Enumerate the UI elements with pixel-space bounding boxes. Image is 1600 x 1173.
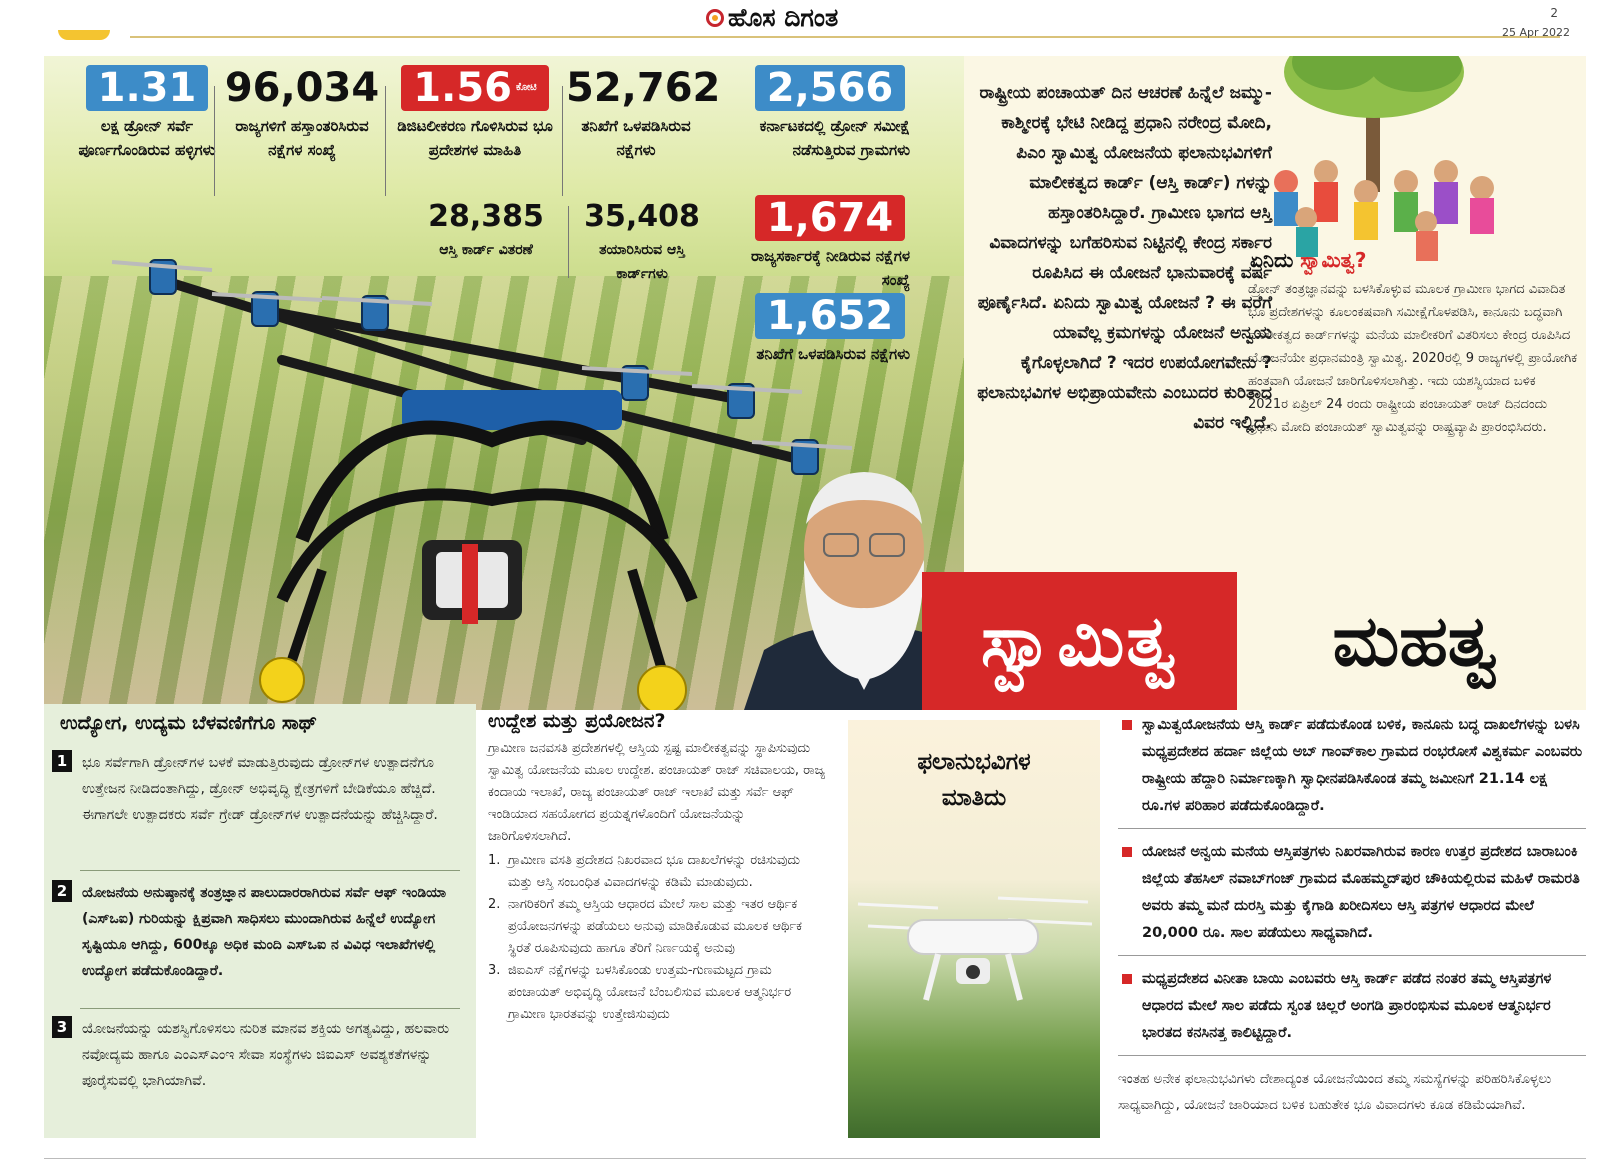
village-gathering-illustration [1274, 56, 1494, 261]
quote-text: ಸ್ವಾಮಿತ್ವಯೋಜನೆಯ ಆಸ್ತಿ ಕಾರ್ಡ್ ಪಡೆದುಕೊಂಡ ಬ… [1142, 717, 1583, 814]
stat-label: ತನಿಖೆಗೆ ಒಳಪಡಿಸಿರುವ ನಕ್ಷೆಗಳು [756, 345, 910, 363]
red-square-bullet-icon [1122, 720, 1132, 730]
stat-karnataka-villages: 2,566 ಕರ್ನಾಟಕದಲ್ಲಿ ಡ್ರೋನ್ ಸಮೀಕ್ಷೆ ನಡೆಸುತ… [750, 65, 910, 162]
stat-label: ತನಿಖೆಗೆ ಒಳಪಡಿಸಿರುವ ನಕ್ಷೆಗಳು [581, 117, 691, 159]
divider [80, 870, 460, 871]
stat-digitised-land: 1.56 ಕೋಟಿ ಡಿಜಿಟಲೀಕರಣ ಗೊಳಿಸಿರುವ ಭೂ ಪ್ರದೇಶಗ… [390, 65, 560, 162]
stat-maps-inspected-2: 1,652 ತನಿಖೆಗೆ ಒಳಪಡಿಸಿರುವ ನಕ್ಷೆಗಳು [750, 293, 910, 366]
what-is-swamitva-title: ಏನಿದು ಸ್ವಾಮಿತ್ವ? [1250, 248, 1366, 272]
divider [80, 1008, 460, 1009]
logo-text: ಹೊಸ ದಿಗಂತ [728, 3, 839, 32]
what-title-highlight: ಸ್ವಾಮಿತ್ವ? [1300, 248, 1367, 272]
page-date: 25 Apr 2022 [1501, 26, 1570, 39]
item-text: ಭೂ ಸರ್ವೆಗಾಗಿ ಡ್ರೋನ್‌ಗಳ ಬಳಕೆ ಮಾಡುತ್ತಿರುವು… [82, 755, 438, 823]
stat-label: ತಯಾರಿಸಿರುವ ಆಸ್ತಿ ಕಾರ್ಡ್‌ಗಳು [599, 242, 685, 282]
newspaper-logo[interactable]: ಹೊಸ ದಿಗಂತ [706, 2, 838, 34]
stat-value: 52,762 [566, 65, 721, 111]
employment-item: 1 ಭೂ ಸರ್ವೆಗಾಗಿ ಡ್ರೋನ್‌ಗಳ ಬಳಕೆ ಮಾಡುತ್ತಿರು… [52, 750, 462, 828]
red-square-bullet-icon [1122, 974, 1132, 984]
list-item-number: 2. [488, 897, 501, 912]
stat-maps-inspected: 52,762 ತನಿಖೆಗೆ ಒಳಪಡಿಸಿರುವ ನಕ್ಷೆಗಳು [566, 66, 720, 162]
masthead: ಹೊಸ ದಿಗಂತ 2 25 Apr 2022 [0, 0, 1600, 44]
stat-cards-prepared: 35,408 ತಯಾರಿಸಿರುವ ಆಸ್ತಿ ಕಾರ್ಡ್‌ಗಳು [572, 200, 712, 286]
small-drone-illustration [857, 896, 1093, 1001]
divider [385, 86, 386, 196]
newspaper-logo-icon [706, 9, 724, 27]
stat-label: ಕರ್ನಾಟಕದಲ್ಲಿ ಡ್ರೋನ್ ಸಮೀಕ್ಷೆ ನಡೆಸುತ್ತಿರುವ… [759, 117, 910, 159]
portrait-illustration [744, 472, 984, 710]
stat-value: 2,566 [754, 65, 906, 111]
beneficiaries-title-line2: ಮಾತಿದು [941, 785, 1007, 811]
red-square-bullet-icon [1122, 847, 1132, 857]
divider [214, 86, 215, 196]
stat-label: ರಾಜ್ಯಗಳಿಗೆ ಹಸ್ತಾಂತರಿಸಿರುವ ನಕ್ಷೆಗಳ ಸಂಖ್ಯೆ [235, 117, 369, 159]
main-article-paragraph: ರಾಷ್ಟ್ರೀಯ ಪಂಚಾಯತ್ ದಿನ ಆಚರಣೆ ಹಿನ್ನೆಲೆ ಜಮ್… [977, 83, 1272, 433]
beneficiaries-closing: ಇಂತಹ ಅನೇಕ ಫಲಾನುಭವಿಗಳು ದೇಶಾದ್ಯಂತ ಯೋಜನೆಯಿಂ… [1118, 1071, 1552, 1113]
item-number: 1 [52, 750, 72, 772]
masthead-rule [130, 36, 1560, 38]
stat-maps-handed: 96,034 ರಾಜ್ಯಗಳಿಗೆ ಹಸ್ತಾಂತರಿಸಿರುವ ನಕ್ಷೆಗಳ… [220, 66, 384, 162]
masthead-tab [58, 30, 110, 40]
item-number: 3 [52, 1016, 72, 1038]
page-number: 2 [1550, 6, 1558, 20]
beneficiaries-photo: ಫಲಾನುಭವಿಗಳ ಮಾತಿದು [848, 720, 1100, 1138]
what-is-swamitva-body: ಡ್ರೋನ್ ತಂತ್ರಜ್ಞಾನವನ್ನು ಬಳಸಿಕೊಳ್ಳುವ ಮೂಲಕ … [1248, 282, 1578, 435]
list-item: 3. ಜಿಐಎಸ್ ನಕ್ಷೆಗಳನ್ನು ಬಳಸಿಕೊಂಡು ಉತ್ತಮ-ಗುಣ… [488, 960, 826, 1026]
stat-unit: ಕೋಟಿ [516, 82, 537, 93]
stat-value: 28,385 [428, 199, 544, 234]
hero-section: 1.31 ಲಕ್ಷ ಡ್ರೋನ್ ಸರ್ವೆ ಪೂರ್ಣಗೊಂಡಿರುವ ಹಳ್… [44, 56, 1586, 710]
stat-value: 1.56 ಕೋಟಿ [401, 65, 549, 111]
stat-maps-to-state: 1,674 ರಾಜ್ಯಸರ್ಕಾರಕ್ಕೆ ನೀಡಿರುವ ನಕ್ಷೆಗಳ ಸಂ… [750, 195, 910, 292]
beneficiaries-title-line1: ಫಲಾನುಭವಿಗಳ [917, 749, 1031, 775]
list-item-number: 1. [488, 853, 501, 868]
employment-title: ಉದ್ಯೋಗ, ಉದ್ಯಮ ಬೆಳವಣಿಗೆಗೂ ಸಾಥ್ [60, 712, 318, 734]
employment-item: 3 ಯೋಜನೆಯನ್ನು ಯಶಸ್ವಿಗೊಳಿಸಲು ನುರಿತ ಮಾನವ ಶಕ… [52, 1016, 462, 1094]
bottom-rule [44, 1158, 1586, 1159]
list-item: 2. ನಾಗರಿಕರಿಗೆ ತಮ್ಮ ಆಸ್ತಿಯ ಆಧಾರದ ಮೇಲೆ ಸಾಲ … [488, 894, 826, 960]
quote-text: ಯೋಜನೆ ಅನ್ವಯ ಮನೆಯ ಆಸ್ತಿಪತ್ರಗಳು ನಿಖರವಾಗಿರು… [1142, 844, 1580, 941]
objective-intro: ಗ್ರಾಮೀಣ ಜನವಸತಿ ಪ್ರದೇಶಗಳಲ್ಲಿ ಆಸ್ತಿಯ ಸ್ಪಷ್… [488, 741, 826, 844]
drone-battery [402, 390, 622, 430]
what-title-prefix: ಏನಿದು [1250, 248, 1301, 272]
list-item-text: ನಾಗರಿಕರಿಗೆ ತಮ್ಮ ಆಸ್ತಿಯ ಆಧಾರದ ಮೇಲೆ ಸಾಲ ಮತ… [508, 897, 802, 956]
divider [1118, 828, 1586, 829]
beneficiary-quote: ಮಧ್ಯಪ್ರದೇಶದ ವಿನೀತಾ ಬಾಯಿ ಎಂಬವರು ಆಸ್ತಿ ಕಾರ… [1118, 966, 1586, 1047]
employment-item: 2 ಯೋಜನೆಯ ಅನುಷ್ಠಾನಕ್ಕೆ ತಂತ್ರಜ್ಞಾನ ಪಾಲುದಾರ… [52, 880, 462, 984]
item-text: ಯೋಜನೆಯ ಅನುಷ್ಠಾನಕ್ಕೆ ತಂತ್ರಜ್ಞಾನ ಪಾಲುದಾರರಾ… [82, 885, 447, 979]
headline-black-word: ಮಹತ್ವ [1332, 600, 1498, 682]
stat-label: ಡಿಜಿಟಲೀಕರಣ ಗೊಳಿಸಿರುವ ಭೂ ಪ್ರದೇಶಗಳ ಮಾಹಿತಿ [397, 117, 553, 159]
divider [1118, 955, 1586, 956]
beneficiary-quote: ಸ್ವಾಮಿತ್ವಯೋಜನೆಯ ಆಸ್ತಿ ಕಾರ್ಡ್ ಪಡೆದುಕೊಂಡ ಬ… [1118, 712, 1586, 820]
objective-title: ಉದ್ದೇಶ ಮತ್ತು ಪ್ರಯೋಜನ? [488, 710, 666, 732]
list-item-text: ಜಿಐಎಸ್ ನಕ್ಷೆಗಳನ್ನು ಬಳಸಿಕೊಂಡು ಉತ್ತಮ-ಗುಣಮಟ… [508, 963, 792, 1022]
item-number: 2 [52, 880, 72, 902]
headline-red-word: ಸ್ವಾಮಿತ್ವ [922, 572, 1237, 710]
stat-value: 1,674 [754, 195, 906, 241]
stat-label: ಲಕ್ಷ ಡ್ರೋನ್ ಸರ್ವೆ ಪೂರ್ಣಗೊಂಡಿರುವ ಹಳ್ಳಿಗಳು [78, 117, 216, 159]
stat-surveyed-villages: 1.31 ಲಕ್ಷ ಡ್ರೋನ್ ಸರ್ವೆ ಪೂರ್ಣಗೊಂಡಿರುವ ಹಳ್… [62, 65, 232, 162]
list-item-number: 3. [488, 963, 501, 978]
stat-label: ರಾಜ್ಯಸರ್ಕಾರಕ್ಕೆ ನೀಡಿರುವ ನಕ್ಷೆಗಳ ಸಂಖ್ಯೆ [750, 247, 910, 289]
beneficiary-quote: ಯೋಜನೆ ಅನ್ವಯ ಮನೆಯ ಆಸ್ತಿಪತ್ರಗಳು ನಿಖರವಾಗಿರು… [1118, 839, 1586, 947]
divider [562, 86, 563, 196]
list-item-text: ಗ್ರಾಮೀಣ ವಸತಿ ಪ್ರದೇಶದ ನಿಖರವಾದ ಭೂ ದಾಖಲೆಗಳನ… [508, 853, 801, 890]
stat-card-distribution: 28,385 ಆಸ್ತಿ ಕಾರ್ಡ್ ವಿತರಣೆ [416, 200, 556, 262]
divider [1118, 1055, 1586, 1056]
stat-value: 35,408 [584, 199, 700, 234]
beneficiaries-column: ಸ್ವಾಮಿತ್ವಯೋಜನೆಯ ಆಸ್ತಿ ಕಾರ್ಡ್ ಪಡೆದುಕೊಂಡ ಬ… [1118, 712, 1586, 1138]
stat-value: 1.31 [85, 65, 209, 111]
stat-value: 1,652 [754, 293, 906, 339]
item-text: ಯೋಜನೆಯನ್ನು ಯಶಸ್ವಿಗೊಳಿಸಲು ನುರಿತ ಮಾನವ ಶಕ್ತ… [82, 1021, 450, 1089]
objective-list: 1. ಗ್ರಾಮೀಣ ವಸತಿ ಪ್ರದೇಶದ ನಿಖರವಾದ ಭೂ ದಾಖಲೆಗ… [488, 850, 826, 1026]
objective-column: ಉದ್ದೇಶ ಮತ್ತು ಪ್ರಯೋಜನ? ಗ್ರಾಮೀಣ ಜನವಸತಿ ಪ್ರ… [488, 704, 826, 1138]
list-item: 1. ಗ್ರಾಮೀಣ ವಸತಿ ಪ್ರದೇಶದ ನಿಖರವಾದ ಭೂ ದಾಖಲೆಗ… [488, 850, 826, 894]
stat-value: 96,034 [224, 65, 380, 111]
beneficiaries-title: ಫಲಾನುಭವಿಗಳ ಮಾತಿದು [848, 744, 1100, 816]
quote-text: ಮಧ್ಯಪ್ರದೇಶದ ವಿನೀತಾ ಬಾಯಿ ಎಂಬವರು ಆಸ್ತಿ ಕಾರ… [1142, 971, 1552, 1041]
drone-illustration [111, 259, 853, 710]
stat-label: ಆಸ್ತಿ ಕಾರ್ಡ್ ವಿತರಣೆ [439, 242, 533, 258]
employment-column: ಉದ್ಯೋಗ, ಉದ್ಯಮ ಬೆಳವಣಿಗೆಗೂ ಸಾಥ್ 1 ಭೂ ಸರ್ವೆ… [44, 704, 476, 1138]
stat-value-number: 1.56 [413, 65, 512, 111]
divider [568, 206, 569, 278]
